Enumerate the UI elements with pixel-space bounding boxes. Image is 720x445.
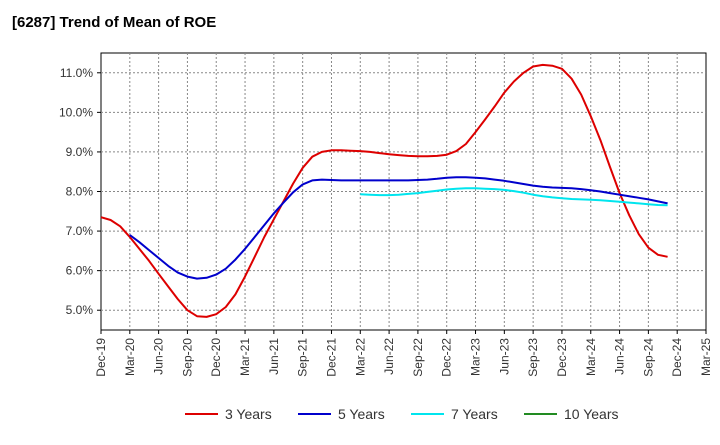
legend: 3 Years 5 Years 7 Years 10 Years bbox=[185, 406, 619, 422]
y-tick-label: 9.0% bbox=[66, 145, 94, 159]
series-line-5-years bbox=[129, 176, 668, 280]
x-tick-label: Jun-22 bbox=[382, 338, 396, 375]
y-tick-label: 5.0% bbox=[66, 303, 94, 317]
legend-label-5-years: 5 Years bbox=[338, 406, 385, 422]
legend-label-7-years: 7 Years bbox=[451, 406, 498, 422]
series-line-3-years bbox=[100, 63, 668, 318]
x-tick-label: Mar-23 bbox=[469, 338, 483, 376]
series-layer bbox=[100, 63, 668, 318]
plot-area bbox=[100, 52, 707, 331]
x-tick-label: Dec-21 bbox=[324, 338, 338, 377]
x-tick-label: Sep-20 bbox=[180, 338, 194, 377]
x-tick-label: Sep-23 bbox=[526, 338, 540, 377]
x-tick-label: Dec-20 bbox=[209, 338, 223, 377]
x-tick-label: Mar-20 bbox=[123, 338, 137, 376]
x-tick-label: Sep-21 bbox=[296, 338, 310, 377]
x-tick-label: Jun-21 bbox=[267, 338, 281, 375]
legend-label-3-years: 3 Years bbox=[225, 406, 272, 422]
y-axis-ticks: 5.0% 6.0% 7.0% 8.0% 9.0% 10.0% 11.0% bbox=[59, 66, 101, 317]
x-tick-label: Jun-20 bbox=[152, 338, 166, 375]
x-tick-label: Mar-24 bbox=[584, 338, 598, 376]
x-tick-label: Dec-24 bbox=[670, 338, 684, 377]
y-tick-label: 8.0% bbox=[66, 185, 94, 199]
x-tick-label: Sep-24 bbox=[641, 338, 655, 377]
y-tick-label: 11.0% bbox=[60, 66, 93, 80]
series-line-7-years bbox=[360, 187, 668, 207]
x-tick-label: Dec-22 bbox=[440, 338, 454, 377]
x-tick-label: Mar-25 bbox=[699, 338, 713, 376]
x-axis-ticks: Dec-19 Mar-20 Jun-20 Sep-20 Dec-20 Mar-21 Jun-… bbox=[94, 330, 713, 377]
y-tick-label: 7.0% bbox=[66, 224, 94, 238]
y-tick-label: 6.0% bbox=[66, 264, 94, 278]
x-tick-label: Jun-23 bbox=[497, 338, 511, 375]
y-tick-label: 10.0% bbox=[59, 105, 93, 119]
x-tick-label: Sep-22 bbox=[411, 338, 425, 377]
chart-title: [6287] Trend of Mean of ROE bbox=[12, 14, 217, 31]
legend-label-10-years: 10 Years bbox=[564, 406, 619, 422]
x-tick-label: Mar-21 bbox=[238, 338, 252, 376]
x-tick-label: Mar-22 bbox=[353, 338, 367, 376]
x-tick-label: Dec-19 bbox=[94, 338, 108, 377]
x-tick-label: Jun-24 bbox=[613, 338, 627, 375]
x-tick-label: Dec-23 bbox=[555, 338, 569, 377]
